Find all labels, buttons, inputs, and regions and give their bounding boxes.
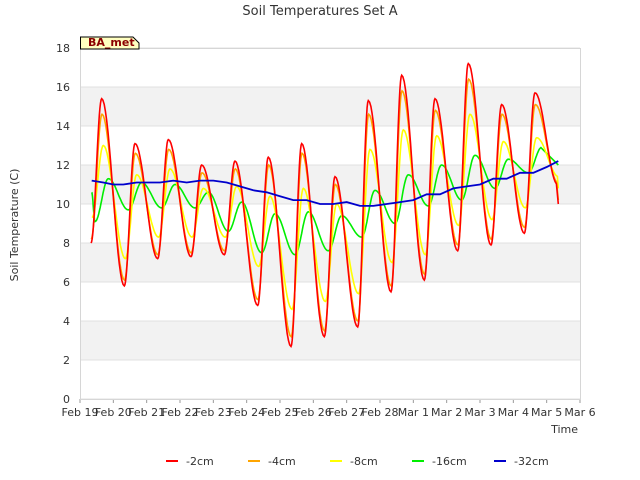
x-tick-label: Feb 27 — [328, 406, 365, 419]
background-band — [80, 321, 580, 360]
y-tick-label: 16 — [56, 81, 70, 94]
chart-title: Soil Temperatures Set A — [242, 4, 397, 19]
y-tick-label: 14 — [56, 120, 70, 133]
badge-box — [80, 36, 140, 50]
x-tick-label: Mar 1 — [398, 406, 429, 419]
x-tick-label: Feb 26 — [295, 406, 332, 419]
y-axis-label: Soil Temperature (C) — [8, 169, 21, 282]
series-line-minus-8cm — [91, 113, 560, 311]
y-tick-label: 18 — [56, 42, 70, 55]
x-tick-label: Feb 20 — [95, 406, 132, 419]
background-band — [80, 165, 580, 204]
badge-label: BA_met — [88, 36, 135, 49]
x-tick-label: Feb 19 — [62, 406, 99, 419]
site-badge: BA_met — [80, 36, 140, 50]
series-line-minus-16cm — [91, 146, 559, 256]
legend-label: -8cm — [350, 455, 378, 468]
y-tick-label: 4 — [63, 315, 70, 328]
x-tick-label: Mar 2 — [431, 406, 462, 419]
x-tick-label: Mar 6 — [564, 406, 595, 419]
background-bands — [80, 87, 580, 360]
x-tick-label: Feb 22 — [162, 406, 199, 419]
background-band — [80, 87, 580, 126]
x-tick-label: Feb 25 — [262, 406, 299, 419]
x-tick-label: Mar 3 — [464, 406, 495, 419]
plot-frame — [80, 48, 581, 400]
y-tick-label: 12 — [56, 159, 70, 172]
legend-label: -4cm — [268, 455, 296, 468]
x-tick-label: Feb 24 — [228, 406, 265, 419]
series-lines — [90, 62, 560, 348]
y-tick-label: 8 — [63, 237, 70, 250]
legend: -2cm -4cm -8cm -16cm -32cm — [166, 455, 549, 468]
series-line-minus-32cm — [91, 160, 559, 207]
series-line-minus-2cm — [90, 62, 560, 348]
legend-label: -2cm — [186, 455, 214, 468]
legend-label: -16cm — [432, 455, 467, 468]
x-axis-label: Time — [550, 423, 578, 436]
x-tick-label: Feb 23 — [195, 406, 232, 419]
x-tick-label: Mar 5 — [531, 406, 562, 419]
x-tick-label: Feb 21 — [128, 406, 165, 419]
legend-label: -32cm — [514, 455, 549, 468]
y-axis-ticks: 0 2 4 6 8 10 12 14 16 18 — [56, 42, 70, 406]
y-tick-label: 10 — [56, 198, 70, 211]
y-tick-label: 0 — [63, 393, 70, 406]
x-tick-label: Mar 4 — [498, 406, 529, 419]
y-tick-label: 6 — [63, 276, 70, 289]
x-tick-label: Feb 28 — [362, 406, 399, 419]
y-tick-label: 2 — [63, 354, 70, 367]
